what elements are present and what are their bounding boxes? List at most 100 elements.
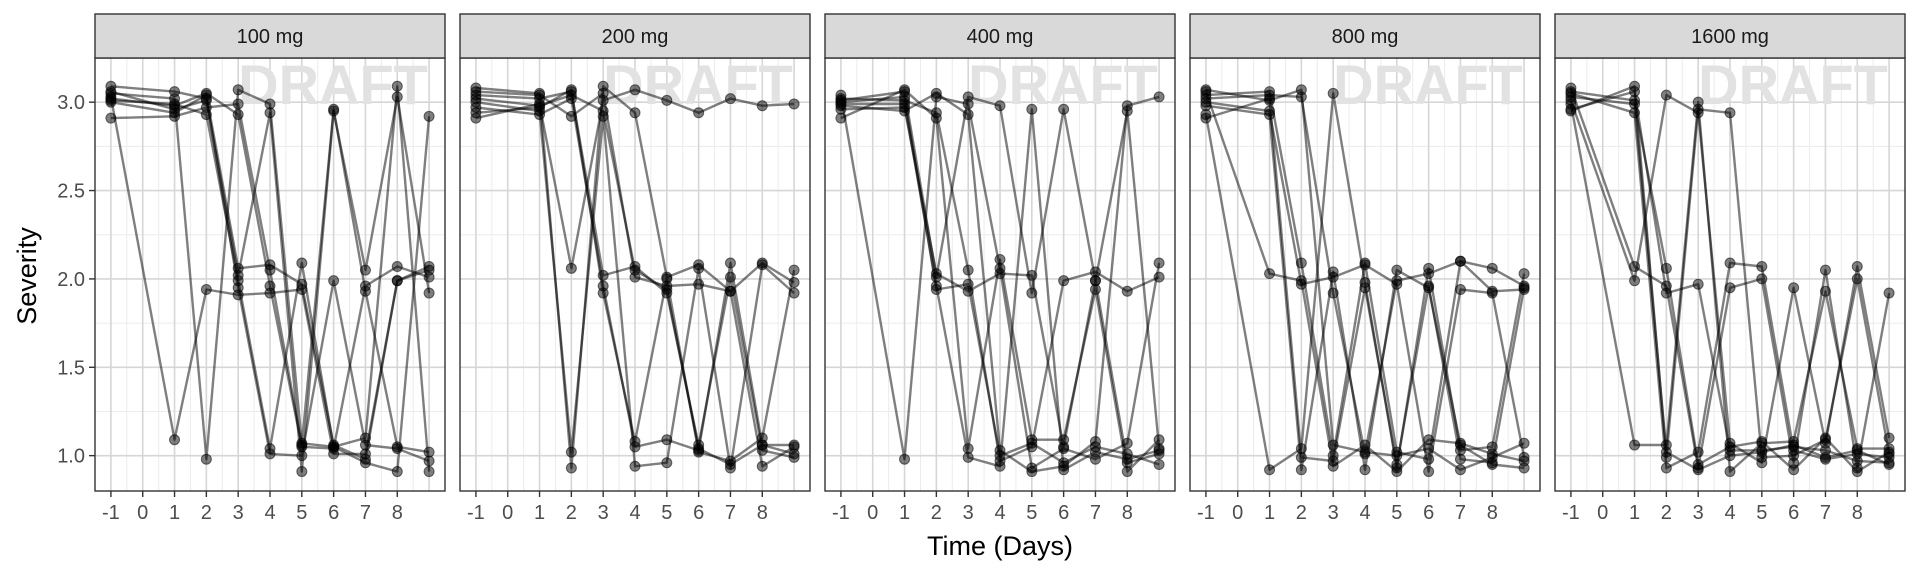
- x-tick-label: 8: [757, 502, 768, 524]
- x-tick-label: 7: [1090, 502, 1101, 524]
- series-line: [1205, 97, 1526, 466]
- y-tick-label: 2.0: [57, 269, 85, 291]
- data-point: [1660, 280, 1672, 292]
- data-point: [788, 98, 800, 110]
- y-tick-label: 1.5: [57, 357, 85, 379]
- data-point: [1089, 275, 1101, 287]
- data-point: [1454, 464, 1466, 476]
- data-point: [1851, 273, 1863, 285]
- data-point: [1359, 446, 1371, 458]
- x-tick-label: 4: [994, 502, 1005, 524]
- data-point: [724, 285, 736, 297]
- data-point: [1200, 96, 1212, 108]
- data-point: [962, 451, 974, 463]
- data-point: [930, 107, 942, 119]
- series-line: [110, 99, 431, 473]
- data-point: [1454, 453, 1466, 465]
- series-line: [1205, 90, 1525, 461]
- data-point: [1121, 105, 1133, 117]
- data-point: [1295, 84, 1307, 96]
- data-point: [629, 271, 641, 283]
- series-line: [840, 92, 1160, 473]
- x-tick-label: 5: [1026, 502, 1037, 524]
- data-point: [470, 86, 482, 98]
- data-point: [1359, 259, 1371, 271]
- data-point: [1295, 451, 1307, 463]
- data-point: [1153, 458, 1165, 470]
- series-line: [1205, 101, 1526, 473]
- series-line: [840, 102, 1160, 471]
- data-point: [1264, 268, 1276, 280]
- data-point: [899, 453, 911, 465]
- data-point: [423, 110, 435, 122]
- x-tick-label: 5: [1391, 502, 1402, 524]
- data-point: [232, 84, 244, 96]
- x-tick-label: 0: [867, 502, 878, 524]
- x-tick-label: 4: [1724, 502, 1735, 524]
- x-tick-label: 3: [963, 502, 974, 524]
- data-point: [1819, 264, 1831, 276]
- data-point: [1756, 446, 1768, 458]
- data-point: [1327, 271, 1339, 283]
- data-point: [423, 466, 435, 478]
- data-point: [534, 89, 546, 101]
- x-axis-label: Time (Days): [927, 531, 1073, 561]
- data-point: [1264, 93, 1276, 105]
- facet-panel: DRAFT 800 mg -1 0 1 2 3 4 5 6 7 8: [1189, 13, 1541, 524]
- data-point: [994, 100, 1006, 112]
- data-point: [930, 87, 942, 99]
- x-tick-label: 6: [1788, 502, 1799, 524]
- data-point: [1121, 466, 1133, 478]
- series-line: [475, 88, 795, 270]
- data-point: [962, 264, 974, 276]
- series-line: [1570, 90, 1890, 471]
- data-point: [264, 107, 276, 119]
- data-point: [359, 264, 371, 276]
- data-point: [1153, 271, 1165, 283]
- data-point: [756, 259, 768, 271]
- data-point: [994, 460, 1006, 472]
- series-line: [1570, 92, 1890, 470]
- x-tick-label: -1: [1197, 502, 1215, 524]
- series-line: [110, 85, 431, 472]
- data-point: [1565, 105, 1577, 117]
- data-point: [1058, 103, 1070, 115]
- data-point: [693, 262, 705, 274]
- data-point: [1089, 446, 1101, 458]
- series-line: [110, 92, 430, 450]
- series-line: [110, 90, 431, 473]
- data-point: [1518, 462, 1530, 474]
- data-point: [169, 434, 181, 446]
- data-point: [1264, 464, 1276, 476]
- data-point: [899, 98, 911, 110]
- data-point: [328, 275, 340, 287]
- x-tick-label: 4: [264, 502, 275, 524]
- data-point: [359, 285, 371, 297]
- data-point: [1391, 264, 1403, 276]
- data-point: [1153, 257, 1165, 269]
- data-point: [724, 455, 736, 467]
- series-line: [475, 101, 795, 470]
- x-tick-label: 1: [534, 502, 545, 524]
- data-point: [994, 253, 1006, 265]
- x-tick-label: 5: [1756, 502, 1767, 524]
- data-point: [391, 80, 403, 92]
- x-tick-label: 2: [931, 502, 942, 524]
- facet-strip: [1189, 13, 1541, 59]
- x-tick-label: 7: [360, 502, 371, 524]
- x-tick-label: 7: [725, 502, 736, 524]
- x-tick-label: 1: [1264, 502, 1275, 524]
- data-point: [1121, 285, 1133, 297]
- x-tick-label: 7: [1455, 502, 1466, 524]
- data-point: [1819, 451, 1831, 463]
- y-tick-label: 1.0: [57, 446, 85, 468]
- data-point: [264, 287, 276, 299]
- data-point: [693, 278, 705, 290]
- data-point: [534, 101, 546, 113]
- data-point: [1629, 439, 1641, 451]
- facet-strip-label: 1600 mg: [1691, 26, 1769, 48]
- x-tick-label: 8: [1487, 502, 1498, 524]
- data-point: [1629, 80, 1641, 92]
